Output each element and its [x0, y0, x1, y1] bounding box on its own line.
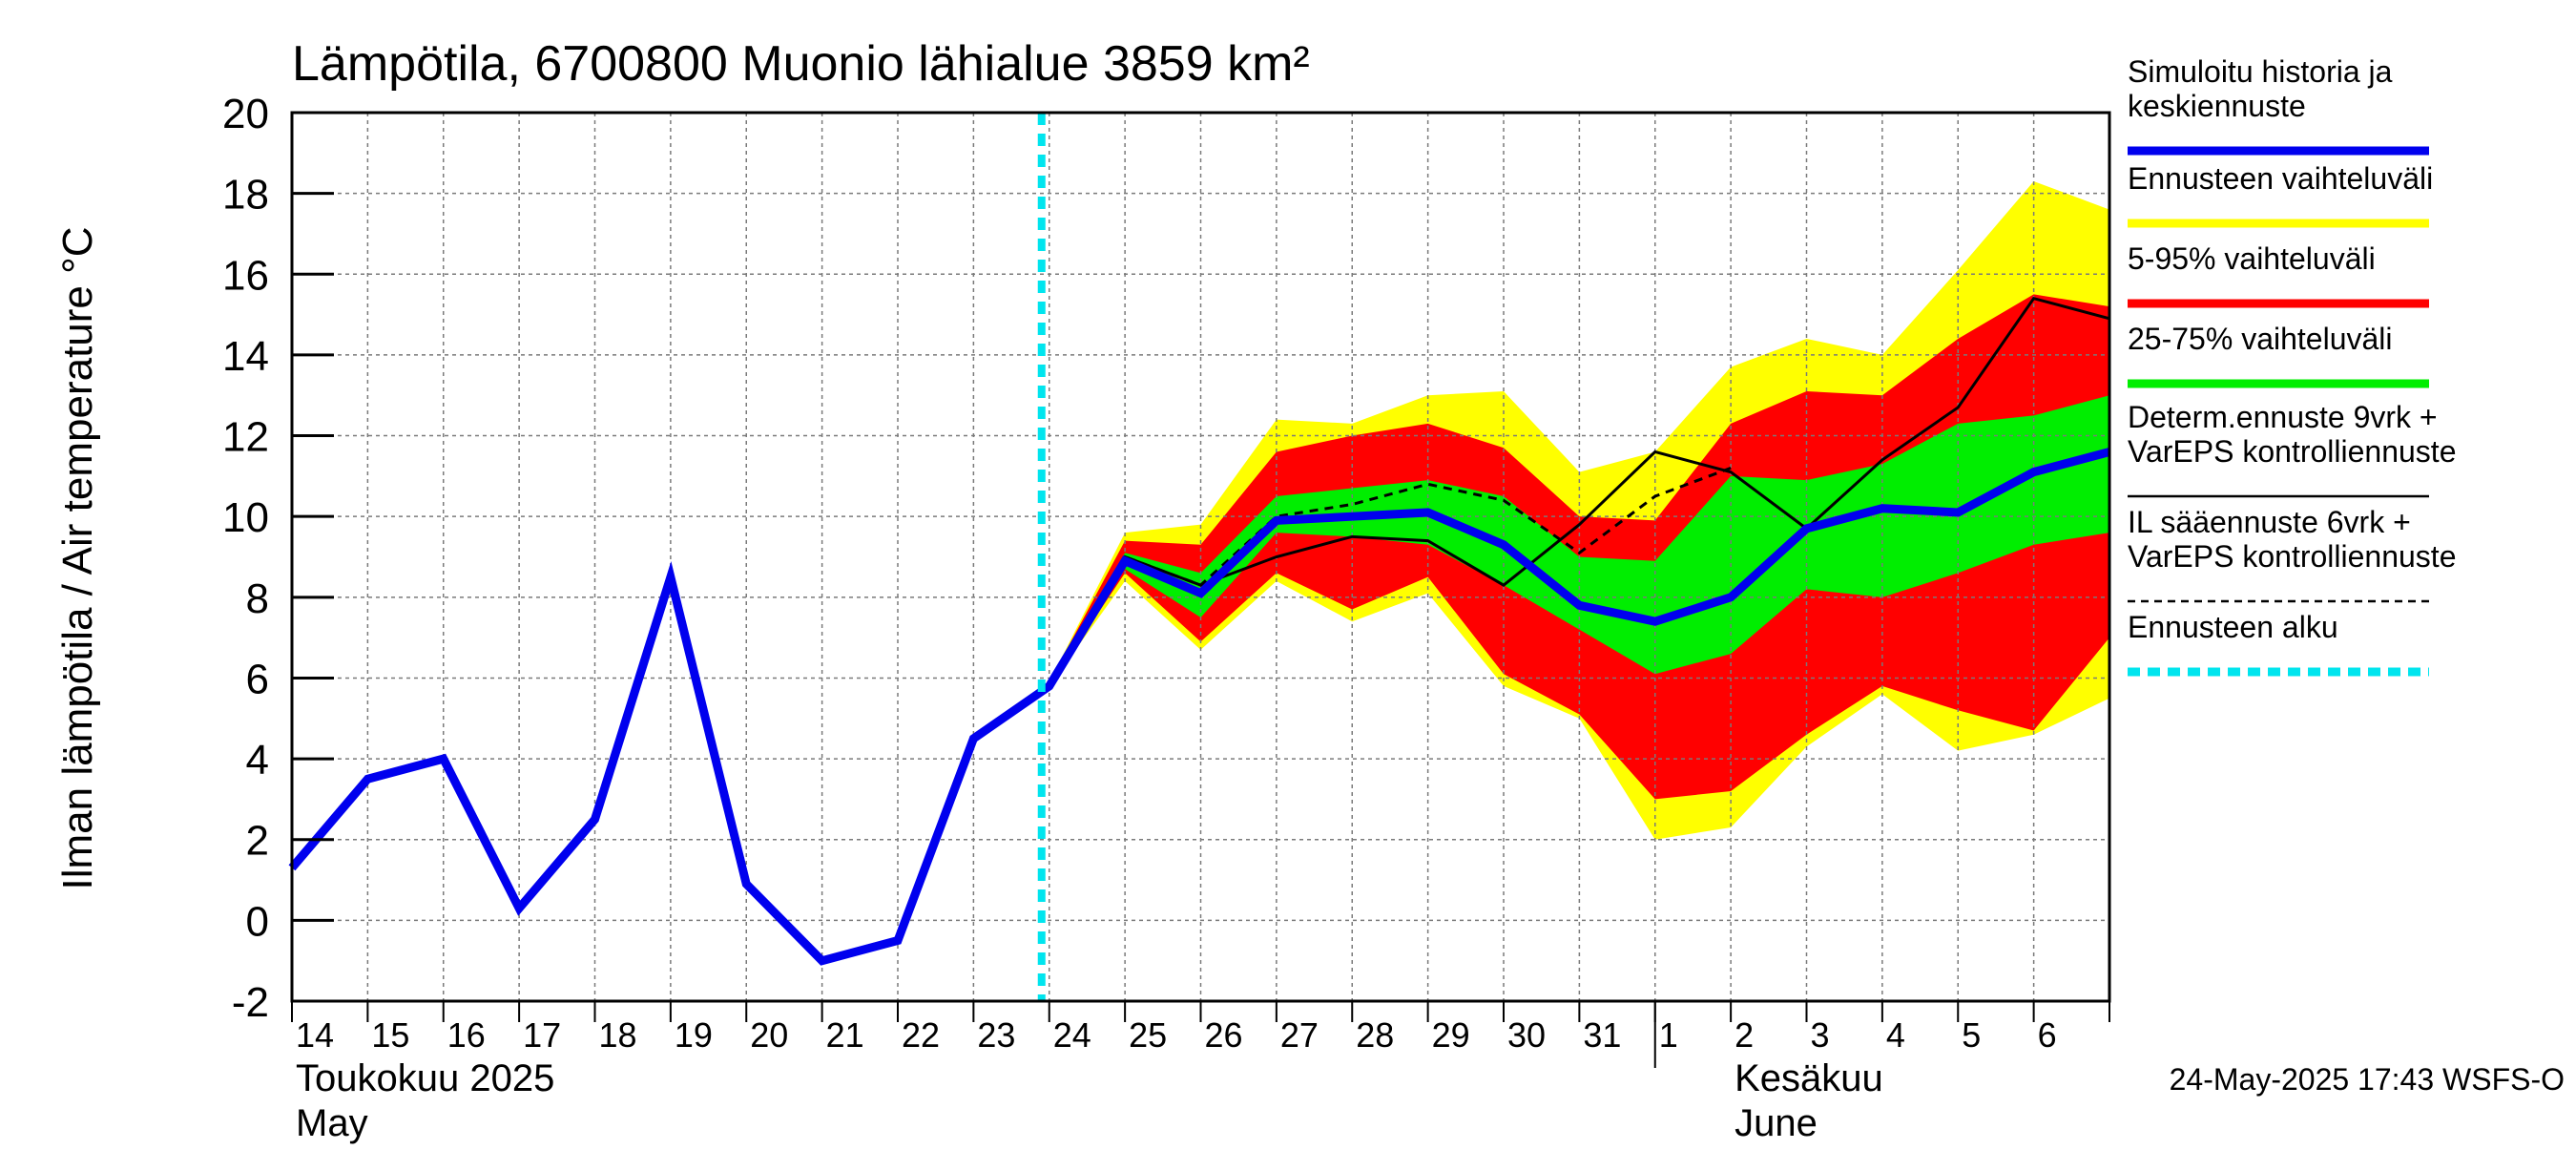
y-tick-label: 0 — [246, 898, 269, 945]
grid — [292, 113, 2109, 1001]
y-tick-label: -2 — [232, 979, 269, 1026]
legend-label: 25-75% vaihteluväli — [2128, 322, 2393, 356]
legend-label: Ennusteen vaihteluväli — [2128, 161, 2433, 196]
legend-label: Ennusteen alku — [2128, 610, 2338, 644]
x-tick-label: 24 — [1053, 1015, 1091, 1055]
x-tick-label: 22 — [902, 1015, 940, 1055]
x-tick-label: 14 — [296, 1015, 334, 1055]
legend-label: VarEPS kontrolliennuste — [2128, 539, 2456, 574]
legend-label: keskiennuste — [2128, 89, 2306, 123]
month-label: Toukokuu 2025 — [296, 1057, 554, 1099]
y-tick-label: 18 — [222, 172, 269, 219]
x-tick-label: 21 — [826, 1015, 864, 1055]
legend-label: VarEPS kontrolliennuste — [2128, 434, 2456, 469]
y-tick-label: 4 — [246, 737, 269, 784]
x-tick-label: 6 — [2038, 1015, 2057, 1055]
x-tick-label: 30 — [1507, 1015, 1546, 1055]
x-tick-label: 31 — [1583, 1015, 1621, 1055]
y-axis-label: Ilman lämpötila / Air temperature °C — [54, 227, 101, 890]
x-tick-label: 23 — [977, 1015, 1015, 1055]
y-tick-label: 10 — [222, 494, 269, 541]
month-label-en: June — [1735, 1102, 1818, 1144]
y-tick-label: 16 — [222, 252, 269, 299]
x-tick-label: 2 — [1735, 1015, 1754, 1055]
y-tick-label: 12 — [222, 414, 269, 461]
y-tick-label: 2 — [246, 818, 269, 865]
x-tick-label: 4 — [1886, 1015, 1905, 1055]
series-simulated — [288, 448, 2111, 966]
x-tick-label: 15 — [371, 1015, 409, 1055]
x-tick-label: 16 — [447, 1015, 486, 1055]
series-lines — [288, 113, 2111, 1001]
x-tick-label: 26 — [1205, 1015, 1243, 1055]
band-range_5_95 — [1049, 294, 2109, 800]
x-tick-label: 29 — [1432, 1015, 1470, 1055]
legend-label: Simuloitu historia ja — [2128, 54, 2393, 89]
x-tick-label: 1 — [1659, 1015, 1678, 1055]
x-tick-label: 5 — [1962, 1015, 1981, 1055]
legend-label: IL sääennuste 6vrk + — [2128, 505, 2411, 539]
legend-label: Determ.ennuste 9vrk + — [2128, 400, 2438, 434]
month-label-en: May — [296, 1102, 368, 1144]
x-tick-label: 18 — [599, 1015, 637, 1055]
y-tick-label: 14 — [222, 333, 269, 380]
x-tick-label: 25 — [1129, 1015, 1167, 1055]
y-tick-label: 20 — [222, 91, 269, 137]
y-tick-label: 8 — [246, 575, 269, 622]
x-tick-label: 17 — [523, 1015, 561, 1055]
chart-title: Lämpötila, 6700800 Muonio lähialue 3859 … — [292, 36, 1310, 92]
x-tick-label: 28 — [1356, 1015, 1394, 1055]
legend-label: 5-95% vaihteluväli — [2128, 241, 2376, 276]
series-determ — [1048, 296, 2110, 687]
month-label: Kesäkuu — [1735, 1057, 1883, 1099]
x-tick-label: 27 — [1280, 1015, 1319, 1055]
x-tick-label: 3 — [1811, 1015, 1830, 1055]
x-tick-label: 20 — [750, 1015, 788, 1055]
x-tick-label: 19 — [675, 1015, 713, 1055]
y-tick-label: 6 — [246, 656, 269, 702]
timestamp-footer: 24-May-2025 17:43 WSFS-O — [2170, 1062, 2565, 1097]
